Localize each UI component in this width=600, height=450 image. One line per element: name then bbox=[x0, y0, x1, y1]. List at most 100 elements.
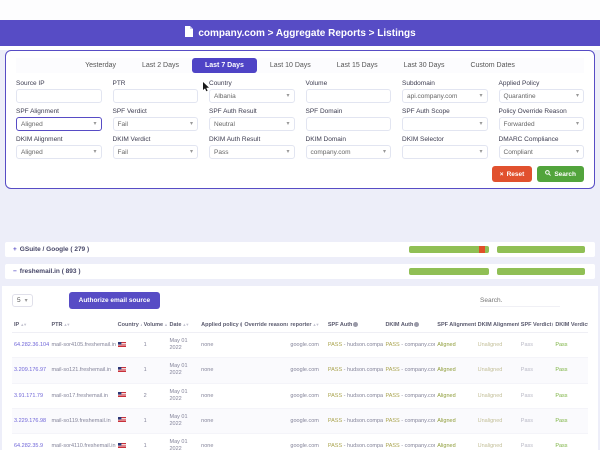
chevron-down-icon: ▾ bbox=[24, 297, 28, 304]
tab-last-10-days[interactable]: Last 10 Days bbox=[269, 62, 311, 69]
expand-icon[interactable]: + bbox=[13, 246, 17, 253]
column-header-date[interactable]: Date▲▼ bbox=[167, 318, 200, 333]
filter-select-policy-override-reason[interactable]: Forwarded ▾ bbox=[498, 117, 584, 131]
column-header-volume[interactable]: Volume▲▼ bbox=[141, 318, 168, 333]
authorize-email-source-button[interactable]: Authorize email source bbox=[68, 292, 161, 309]
filter-spf-alignment: SPF Alignment Aligned ▾ bbox=[16, 108, 102, 131]
reporter-cell: google.com bbox=[288, 383, 326, 409]
country-cell bbox=[115, 357, 142, 384]
table-controls: 5 ▾ Authorize email source bbox=[12, 292, 588, 309]
spf-alignment-cell: Aligned bbox=[435, 383, 476, 409]
group-row-freshemail-in-893: − freshemail.in ( 893 ) bbox=[5, 264, 595, 279]
tab-yesterday[interactable]: Yesterday bbox=[85, 62, 117, 69]
column-header-reporter[interactable]: reporter▲▼ bbox=[288, 318, 326, 333]
expand-icon[interactable]: − bbox=[13, 268, 17, 275]
info-icon bbox=[552, 322, 554, 328]
column-header-dkim-verdict[interactable]: DKIM Verdict▲▼ bbox=[553, 318, 588, 333]
search-button-label: Search bbox=[554, 170, 576, 178]
filter-select-spf-alignment[interactable]: Aligned ▾ bbox=[16, 117, 102, 131]
reset-button-label: Reset bbox=[506, 170, 525, 178]
tab-custom-dates[interactable]: Custom Dates bbox=[470, 62, 515, 69]
column-header-country[interactable]: Country▲▼ bbox=[115, 318, 142, 333]
reset-button[interactable]: × Reset bbox=[491, 166, 533, 182]
filter-select-spf-verdict[interactable]: Fail ▾ bbox=[112, 117, 198, 131]
column-label: DKIM Auth bbox=[385, 322, 414, 328]
dkim-alignment-cell: Unaligned bbox=[475, 332, 519, 359]
spf-auth-cell: PASS - hudson.company.com bbox=[325, 383, 384, 409]
filter-select-dkim-selector[interactable]: ▾ bbox=[402, 145, 488, 159]
ip-link[interactable]: 64.282.36.104 bbox=[12, 332, 50, 359]
filter-select-dmarc-compliance[interactable]: Compliant ▾ bbox=[498, 145, 584, 159]
spf-alignment-cell: Aligned bbox=[435, 408, 476, 435]
filter-input-ptr[interactable] bbox=[112, 89, 198, 103]
filter-select-dkim-domain[interactable]: company.com ▾ bbox=[305, 145, 391, 159]
spf-alignment-cell: Aligned bbox=[435, 433, 476, 450]
sort-icon: ▲▼ bbox=[63, 322, 70, 327]
date-line1: May 01 bbox=[169, 363, 188, 370]
ip-link[interactable]: 3.229.176.98 bbox=[12, 408, 50, 435]
filter-applied-policy: Applied Policy Quarantine ▾ bbox=[498, 80, 584, 103]
table-search-input[interactable] bbox=[480, 294, 560, 307]
table-row: 64.282.35.9 mail-sor4110.freshemail.in 1 Ma… bbox=[12, 433, 588, 450]
date-line2: 2022 bbox=[169, 345, 182, 352]
progress-bar bbox=[497, 268, 585, 275]
column-header-spf-verdict[interactable]: SPF Verdict▲▼ bbox=[518, 318, 554, 333]
column-label: IP bbox=[14, 322, 20, 328]
column-header-ip[interactable]: IP▲▼ bbox=[12, 318, 50, 333]
ip-link[interactable]: 3.209.176.97 bbox=[12, 357, 50, 384]
filter-spf-verdict: SPF Verdict Fail ▾ bbox=[112, 108, 198, 131]
group-toggle[interactable]: + GSuite / Google ( 279 ) bbox=[13, 246, 89, 253]
spf-auth-status: PASS bbox=[327, 342, 343, 349]
bar-segment bbox=[409, 246, 479, 253]
filter-select-spf-auth-result[interactable]: Neutral ▾ bbox=[209, 117, 295, 131]
filter-select-applied-policy[interactable]: Quarantine ▾ bbox=[498, 89, 584, 103]
filter-policy-override-reason: Policy Override Reason Forwarded ▾ bbox=[498, 108, 584, 131]
select-value: Forwarded bbox=[503, 120, 535, 128]
column-header-dkim-alignment[interactable]: DKIM Alignment▲▼ bbox=[475, 318, 519, 333]
filter-input-spf-domain[interactable] bbox=[305, 117, 391, 131]
dkim-auth-cell: PASS - company.com bbox=[383, 433, 436, 450]
filter-input-volume[interactable] bbox=[305, 89, 391, 103]
date-cell: May 01 2022 bbox=[167, 357, 200, 384]
ptr-cell: mail-sor4110.freshemail.in bbox=[49, 433, 116, 450]
chevron-down-icon: ▾ bbox=[93, 149, 97, 155]
column-header-applied-policy[interactable]: Applied policy▲▼ bbox=[199, 318, 243, 333]
column-header-override-reasons[interactable]: Override reasons▲▼ bbox=[242, 318, 289, 333]
filter-select-dkim-alignment[interactable]: Aligned ▾ bbox=[16, 145, 102, 159]
search-button[interactable]: Search bbox=[537, 166, 584, 182]
date-cell: May 01 2022 bbox=[167, 332, 200, 359]
ip-link[interactable]: 64.282.35.9 bbox=[12, 433, 50, 450]
filter-select-country[interactable]: Albania ▾ bbox=[209, 89, 295, 103]
column-header-spf-alignment[interactable]: SPF Alignment▲▼ bbox=[435, 318, 476, 333]
chevron-down-icon: ▾ bbox=[286, 149, 290, 155]
reporter-cell: google.com bbox=[288, 433, 326, 450]
tab-last-30-days[interactable]: Last 30 Days bbox=[403, 62, 445, 69]
filter-label: DKIM Domain bbox=[305, 136, 346, 143]
dkim-alignment-cell: Unaligned bbox=[475, 408, 519, 435]
tab-last-2-days[interactable]: Last 2 Days bbox=[142, 62, 179, 69]
country-flag-icon bbox=[117, 366, 126, 374]
table-row: 64.282.36.104 mail-sor4105.freshemail.in 1… bbox=[12, 332, 588, 359]
chevron-down-icon: ▾ bbox=[575, 93, 579, 99]
country-flag-icon bbox=[117, 417, 126, 424]
group-toggle[interactable]: − freshemail.in ( 893 ) bbox=[13, 268, 81, 275]
group-bars bbox=[409, 268, 585, 275]
filter-dkim-alignment: DKIM Alignment Aligned ▾ bbox=[16, 136, 102, 159]
bar-segment bbox=[497, 268, 585, 275]
column-label: Override reasons bbox=[244, 322, 289, 328]
filter-label: DKIM Selector bbox=[402, 136, 444, 143]
filter-select-dkim-auth-result[interactable]: Pass ▾ bbox=[209, 145, 295, 159]
tab-last-15-days[interactable]: Last 15 Days bbox=[336, 62, 378, 69]
ip-link[interactable]: 3.91.171.79 bbox=[12, 383, 50, 409]
page-size-select[interactable]: 5 ▾ bbox=[12, 294, 33, 307]
filter-select-spf-auth-scope[interactable]: ▾ bbox=[402, 117, 488, 131]
select-value: Fail bbox=[117, 120, 128, 128]
override-reason-cell bbox=[242, 433, 289, 450]
filter-input-source-ip[interactable] bbox=[16, 89, 102, 103]
dkim-auth-cell: PASS - company.com bbox=[383, 383, 436, 409]
tab-last-7-days[interactable]: Last 7 Days bbox=[191, 58, 257, 73]
filter-select-dkim-verdict[interactable]: Fail ▾ bbox=[112, 145, 198, 159]
column-header-ptr[interactable]: PTR▲▼ bbox=[49, 318, 116, 333]
chevron-down-icon: ▾ bbox=[93, 121, 97, 127]
filter-select-subdomain[interactable]: api.company.com ▾ bbox=[402, 89, 488, 103]
